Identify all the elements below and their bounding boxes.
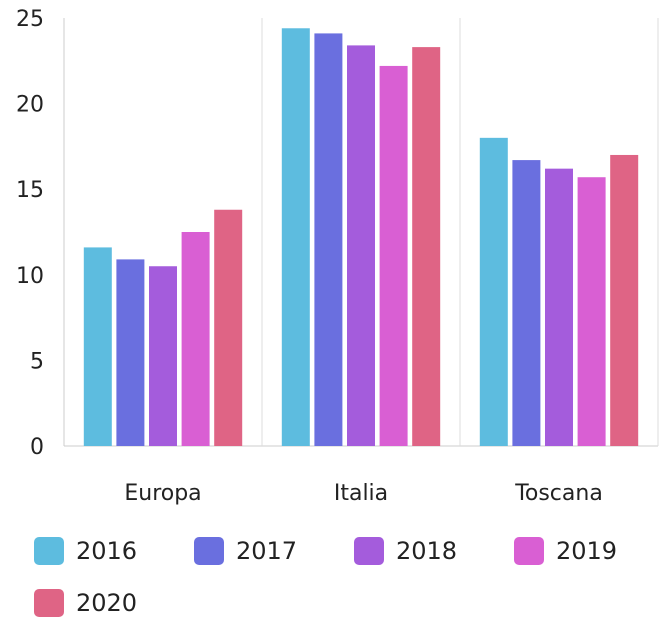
x-category-label: Toscana (514, 481, 603, 506)
legend-label: 2020 (76, 589, 138, 617)
legend-label: 2016 (76, 537, 138, 565)
bar-italia-2016 (281, 28, 310, 446)
bar-italia-2020 (412, 47, 441, 446)
legend-label: 2019 (556, 537, 618, 565)
bar-toscana-2016 (479, 137, 508, 446)
bar-europa-2016 (83, 247, 112, 446)
legend-item-2019: 2019 (514, 534, 617, 568)
x-category-label: Italia (334, 481, 388, 506)
y-tick-label: 15 (16, 178, 44, 203)
y-tick-label: 20 (16, 93, 44, 118)
legend-item-2016: 2016 (34, 534, 137, 568)
bar-toscana-2017 (512, 160, 541, 446)
x-category-label: Europa (124, 481, 201, 506)
bar-italia-2018 (347, 45, 375, 446)
bar-toscana-2018 (545, 168, 573, 446)
bar-chart: 0 5 10 15 20 25 Europa Italia Toscana (16, 7, 659, 506)
bar-europa-2020 (214, 209, 243, 446)
bar-toscana-2019 (577, 177, 606, 446)
y-tick-label: 5 (30, 349, 44, 374)
legend-swatch (34, 589, 64, 617)
bar-europa-2019 (181, 232, 210, 446)
bar-europa-2017 (116, 259, 145, 446)
legend-label: 2017 (236, 537, 298, 565)
legend-item-2017: 2017 (194, 534, 297, 568)
bar-toscana-2020 (610, 154, 639, 446)
legend-item-2020: 2020 (34, 586, 137, 620)
bars (83, 28, 639, 447)
legend-swatch (194, 537, 224, 565)
legend-swatch (354, 537, 384, 565)
legend-swatch (34, 537, 64, 565)
y-tick-label: 25 (16, 7, 44, 32)
y-tick-label: 0 (30, 435, 44, 460)
labels: 0 5 10 15 20 25 Europa Italia Toscana (16, 7, 603, 506)
y-tick-label: 10 (16, 264, 44, 289)
legend-swatch (514, 537, 544, 565)
legend-label: 2018 (396, 537, 458, 565)
legend-item-2018: 2018 (354, 534, 457, 568)
bar-europa-2018 (149, 266, 177, 446)
bar-italia-2017 (314, 33, 343, 447)
bar-italia-2019 (379, 65, 408, 446)
